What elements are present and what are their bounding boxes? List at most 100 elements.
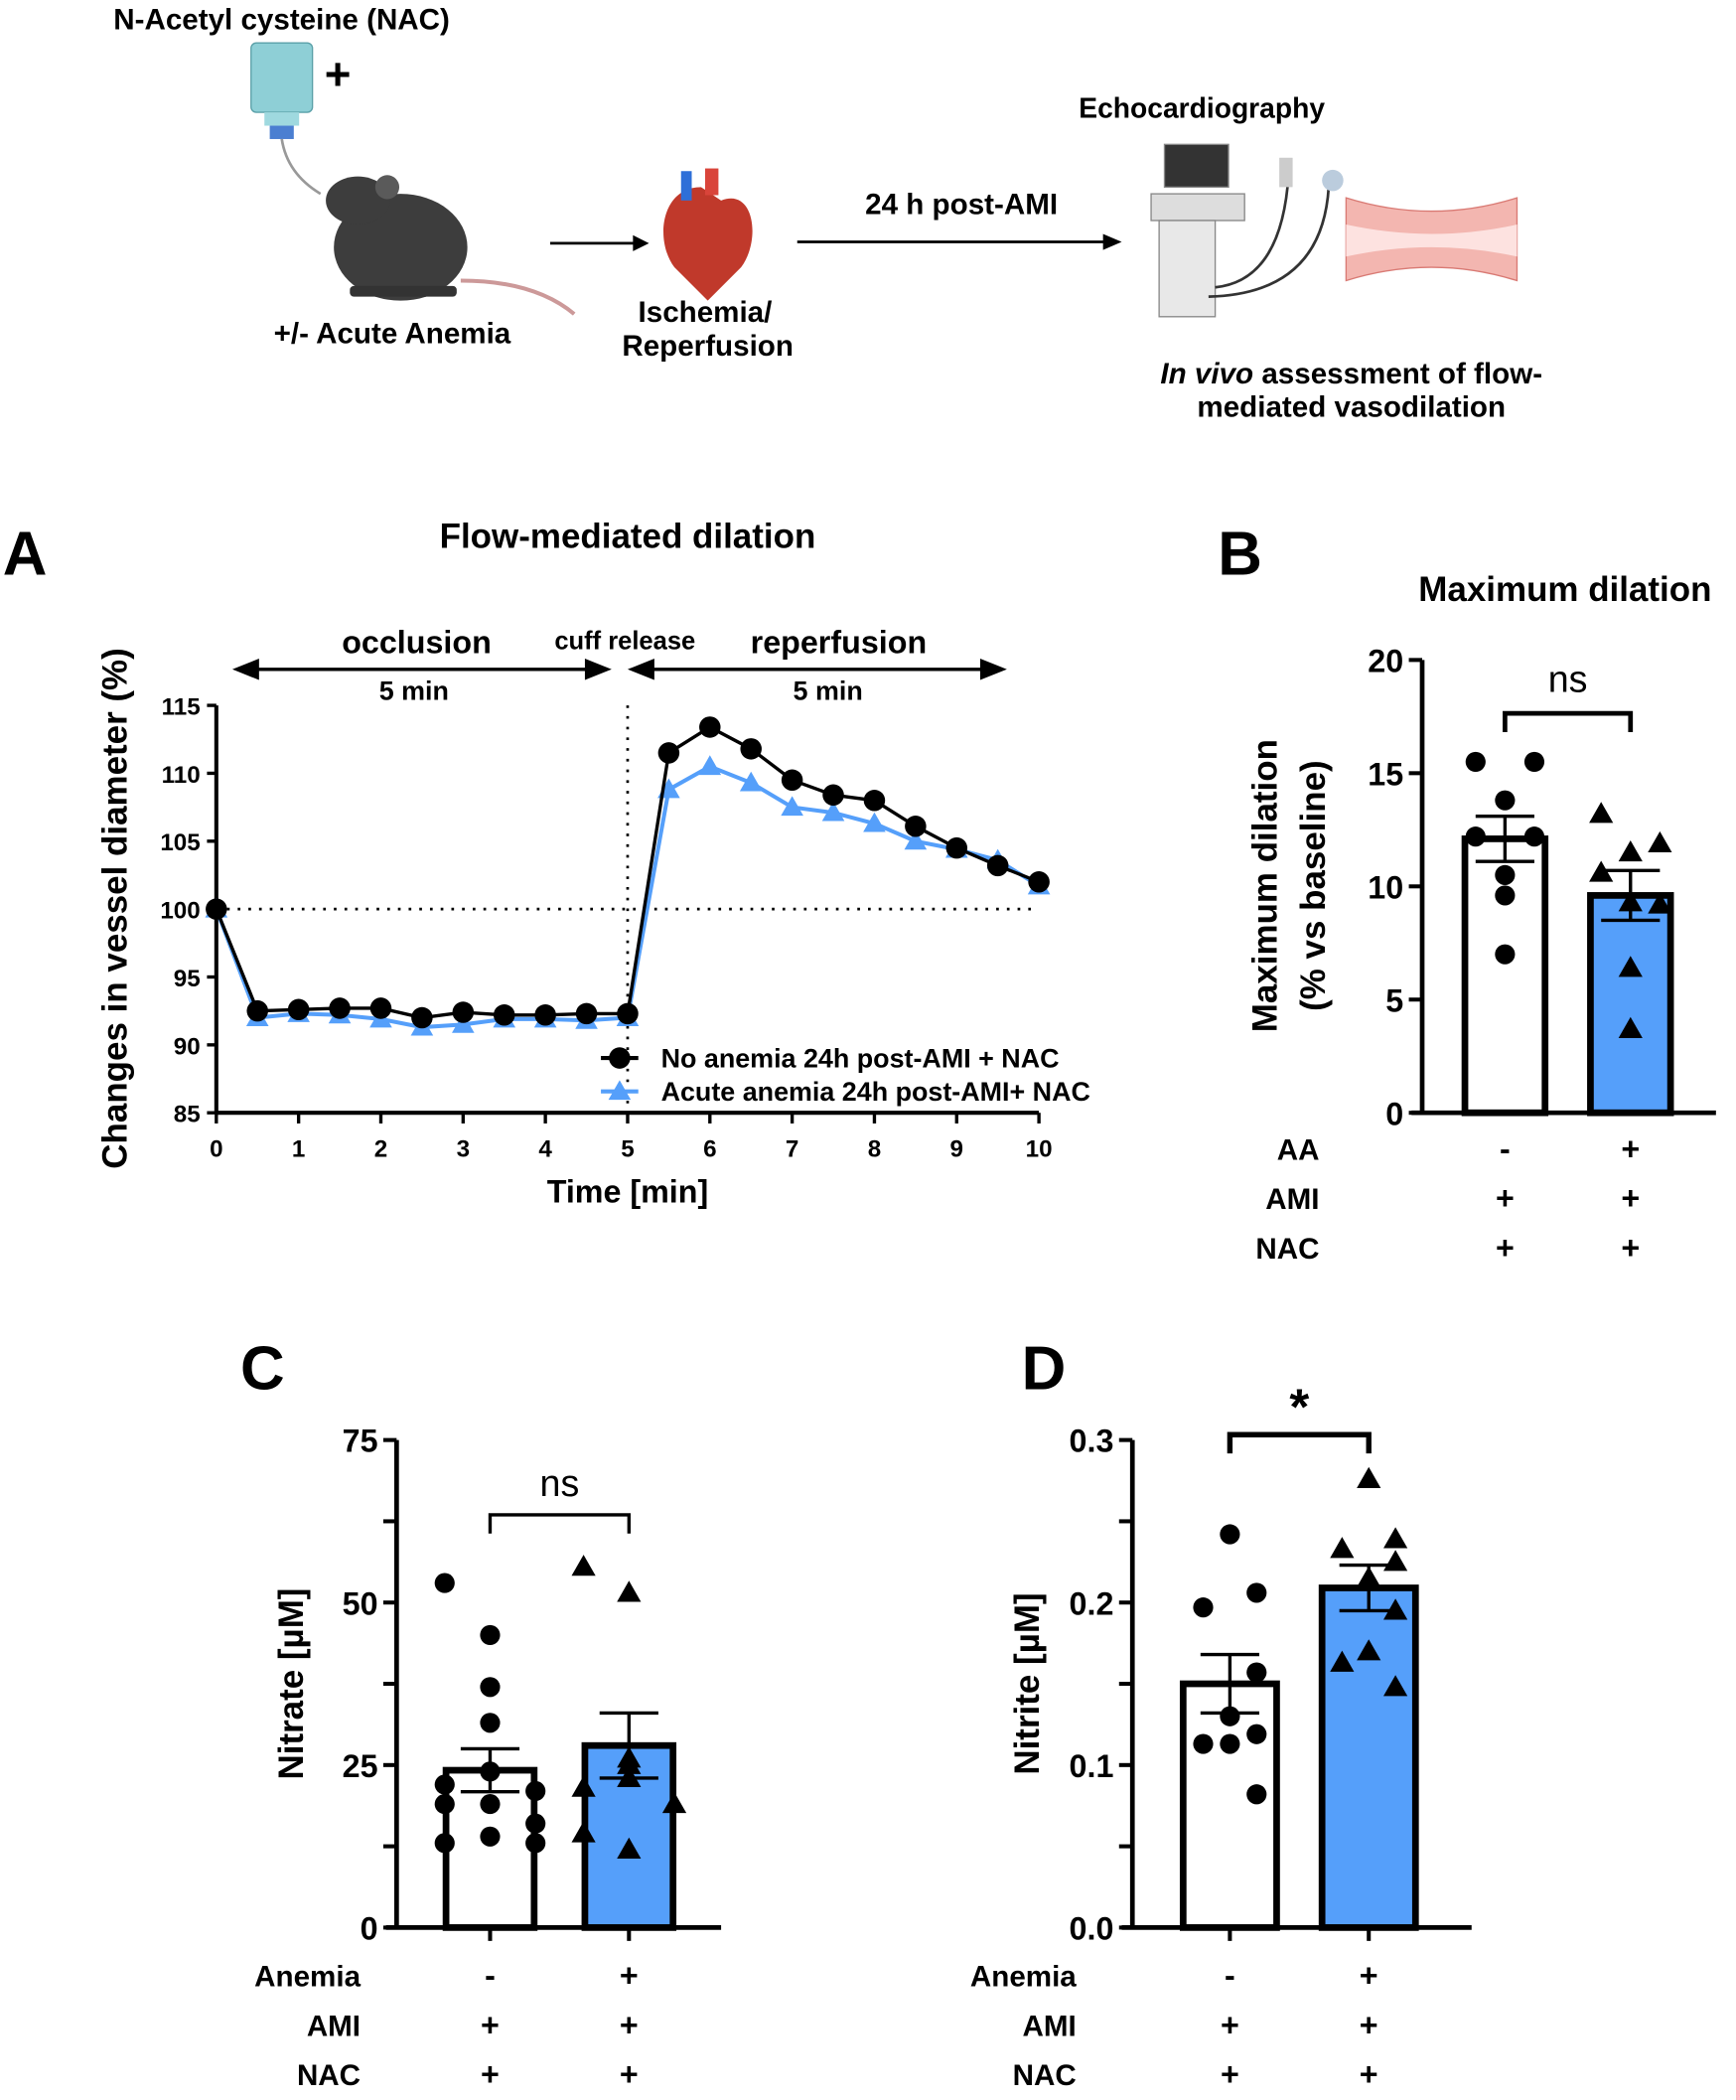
condition-row-label: NAC [1255, 1233, 1319, 1266]
nac-label: N-Acetyl cysteine (NAC) [113, 4, 450, 37]
condition-sign: + [620, 1958, 639, 1994]
data-point [1523, 826, 1545, 847]
y-axis-label: Nitrite [µM] [1008, 1592, 1047, 1774]
data-point [480, 1826, 501, 1847]
y-tick-label: 0.1 [1070, 1748, 1114, 1784]
y-tick-label: 0.0 [1070, 1911, 1114, 1947]
data-point [329, 997, 351, 1019]
cuff-release-label: cuff release [554, 628, 695, 656]
y-axis-label: Nitrate [µM] [272, 1588, 311, 1780]
x-tick-label: 0 [210, 1136, 222, 1163]
data-point [1246, 1662, 1267, 1683]
data-point [571, 1555, 596, 1576]
data-point [781, 769, 803, 792]
data-point [434, 1573, 455, 1593]
reperfusion-arrow [627, 659, 1007, 680]
data-point [1330, 1537, 1355, 1559]
y-tick-label: 10 [1368, 869, 1403, 905]
data-point [480, 1677, 501, 1698]
y-tick-label: 110 [162, 762, 201, 789]
reperfusion-label: reperfusion [751, 625, 928, 661]
data-point [617, 1837, 642, 1859]
data-point [822, 784, 844, 807]
bar [442, 1766, 538, 1931]
data-point [434, 1833, 455, 1854]
x-tick-label: 4 [538, 1136, 552, 1163]
data-point [480, 1793, 501, 1815]
data-point [905, 815, 927, 837]
data-point [698, 755, 722, 776]
x-tick-label: 8 [868, 1136, 881, 1163]
panel-c-bar-chart: 0 25 50 75 Nitrate [µM] - + + + + + Anemia AMI NAC ns [254, 1424, 722, 2092]
y-tick-label: 100 [160, 898, 200, 925]
y-tick-label: 115 [162, 694, 201, 721]
y-tick-label: 0 [1385, 1096, 1403, 1131]
arrow-head-left [627, 659, 654, 680]
bar-group-0: - + + [1461, 751, 1549, 1266]
data-point [480, 1713, 501, 1733]
heart-icon [663, 168, 753, 301]
y-tick-label: 0.3 [1070, 1424, 1114, 1459]
y-tick-label: 0 [361, 1911, 378, 1947]
legend-label: Acute anemia 24h post-AMI+ NAC [661, 1077, 1090, 1107]
panel-b-bar-chart: 0 5 10 15 20 Maximum dilation Maximum dilation… [1245, 570, 1716, 1266]
data-point [863, 790, 886, 812]
condition-sign: + [1221, 2007, 1239, 2042]
data-point [1220, 1706, 1240, 1726]
y-tick-label: 75 [343, 1424, 378, 1459]
x-axis-label: Time [min] [547, 1173, 709, 1209]
data-point [411, 1006, 433, 1029]
data-point [986, 854, 1009, 877]
data-point [534, 1004, 556, 1026]
data-point [1648, 830, 1672, 853]
bar-group-0: - + + [434, 1573, 546, 2092]
data-point [1220, 1524, 1240, 1545]
condition-row-label: NAC [297, 2059, 361, 2092]
arrow-2 [796, 233, 1122, 250]
data-point [571, 1821, 596, 1843]
condition-sign: + [481, 2056, 500, 2092]
x-tick-label: 10 [1026, 1136, 1053, 1163]
significance-label: ns [540, 1462, 580, 1504]
condition-sign: + [1621, 1180, 1640, 1216]
mouse-icon [326, 175, 576, 316]
data-point [1618, 956, 1643, 977]
occlusion-label: occlusion [342, 625, 492, 661]
plus-sign: + [325, 49, 352, 99]
condition-sign: + [1496, 1230, 1515, 1266]
chart-title: Flow-mediated dilation [440, 517, 816, 555]
schematic: N-Acetyl cysteine (NAC) + +/- Acute Anem… [113, 4, 1542, 424]
arrow-1 [549, 234, 650, 251]
condition-row-label: AMI [307, 2010, 361, 2042]
data-point [740, 738, 762, 760]
y-tick-label: 15 [1368, 756, 1403, 792]
data-point [287, 998, 310, 1021]
x-tick-label: 5 [621, 1136, 634, 1163]
condition-sign: + [1360, 2056, 1378, 2092]
data-point [1495, 790, 1516, 811]
bar [1318, 1584, 1419, 1931]
data-point [699, 716, 721, 738]
y-axis-label: Maximum dilation [1245, 739, 1284, 1032]
chart-title: Maximum dilation [1418, 570, 1711, 609]
condition-row-label: NAC [1013, 2059, 1077, 2092]
panel-a-line-chart: Flow-mediated dilation859095100105110115… [96, 517, 1090, 1209]
condition-sign: + [620, 2056, 639, 2092]
time-label: 24 h post-AMI [865, 188, 1058, 221]
ultrasound-machine-icon [1150, 143, 1344, 318]
data-point [1618, 1016, 1643, 1038]
y-tick-label: 5 [1385, 982, 1403, 1018]
data-point [617, 1580, 642, 1602]
y-tick-label: 25 [343, 1748, 378, 1784]
bar-group-1: + + + [1318, 1466, 1419, 2092]
condition-row-label: AA [1277, 1133, 1320, 1166]
ischemia-label: Ischemia/ [639, 296, 773, 329]
y-tick-label: 85 [174, 1102, 201, 1128]
data-point [1220, 1733, 1240, 1754]
data-point [1495, 885, 1516, 906]
data-point [1465, 826, 1486, 847]
significance-bracket [1227, 1431, 1372, 1454]
bar-group-0: - + + [1179, 1524, 1280, 2092]
condition-row-label: Anemia [254, 1961, 361, 1994]
data-point [945, 836, 968, 859]
